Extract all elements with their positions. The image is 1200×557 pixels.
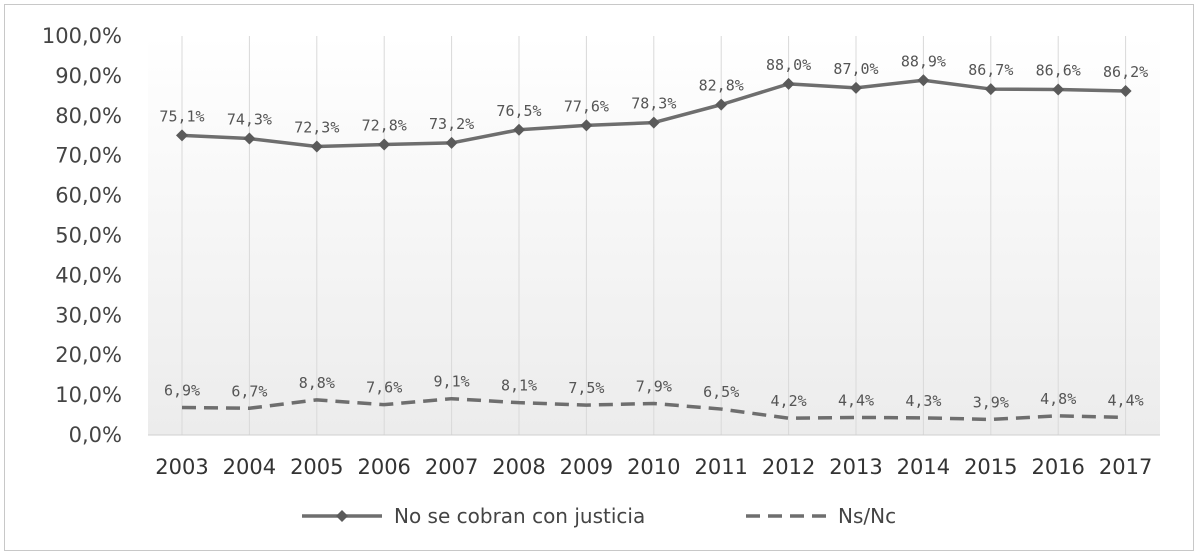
x-tick-label: 2017 (1099, 455, 1152, 479)
data-point-marker (715, 98, 728, 111)
data-label: 73,2% (429, 115, 474, 133)
legend-marker-icon (336, 510, 348, 522)
data-label: 4,4% (838, 391, 874, 409)
data-label: 72,3% (294, 119, 339, 137)
data-point-marker (917, 74, 930, 87)
data-label: 77,6% (564, 97, 609, 115)
x-tick-label: 2015 (964, 455, 1017, 479)
x-tick-label: 2011 (694, 455, 747, 479)
x-tick-label: 2006 (357, 455, 410, 479)
x-tick-label: 2004 (223, 455, 276, 479)
data-label: 7,9% (636, 377, 672, 395)
data-point-marker (1119, 85, 1132, 98)
data-label: 4,4% (1108, 391, 1144, 409)
y-tick-label: 20,0% (55, 343, 122, 367)
data-label: 6,9% (164, 381, 200, 399)
data-label: 74,3% (227, 111, 272, 129)
data-label: 88,0% (766, 56, 811, 74)
y-tick-label: 100,0% (42, 24, 122, 48)
data-point-marker (310, 140, 323, 153)
data-point-marker (176, 129, 188, 142)
data-point-marker (513, 123, 525, 136)
x-tick-label: 2012 (762, 455, 815, 479)
y-tick-label: 60,0% (55, 184, 122, 208)
data-point-marker (378, 138, 391, 151)
data-label: 3,9% (973, 393, 1009, 411)
data-label: 9,1% (434, 373, 470, 391)
legend-label-no-se-cobran: No se cobran con justicia (394, 504, 645, 528)
data-label: 86,7% (968, 61, 1013, 79)
x-tick-label: 2013 (829, 455, 882, 479)
data-label: 82,8% (699, 77, 744, 95)
data-point-marker (850, 81, 862, 94)
data-point-marker (445, 136, 458, 149)
data-label: 4,3% (905, 392, 941, 410)
data-label: 4,2% (771, 392, 807, 410)
data-point-marker (984, 83, 997, 96)
data-label: 8,8% (299, 374, 335, 392)
data-point-marker (647, 116, 660, 129)
data-label: 6,7% (231, 382, 267, 400)
x-tick-label: 2009 (560, 455, 613, 479)
data-point-marker (580, 119, 593, 132)
legend-label-ns-nc: Ns/Nc (838, 504, 896, 528)
data-label: 86,6% (1036, 61, 1081, 79)
x-tick-label: 2003 (155, 455, 208, 479)
data-label: 7,6% (366, 379, 402, 397)
data-point-marker (243, 132, 256, 145)
x-tick-label: 2005 (290, 455, 343, 479)
data-point-marker (1052, 83, 1065, 96)
x-tick-label: 2016 (1031, 455, 1084, 479)
y-tick-label: 90,0% (55, 64, 122, 88)
x-tick-label: 2010 (627, 455, 680, 479)
y-tick-label: 40,0% (55, 263, 122, 287)
data-label: 87,0% (833, 60, 878, 78)
data-point-marker (782, 77, 795, 90)
x-tick-label: 2007 (425, 455, 478, 479)
y-tick-label: 10,0% (55, 383, 122, 407)
series-line-ns-nc (181, 396, 1126, 422)
data-label: 78,3% (631, 95, 676, 113)
data-label: 72,8% (362, 117, 407, 135)
data-label: 88,9% (901, 52, 946, 70)
data-label: 76,5% (496, 102, 541, 120)
data-label: 75,1% (159, 107, 204, 125)
x-tick-label: 2014 (897, 455, 950, 479)
data-label: 6,5% (703, 383, 739, 401)
y-tick-label: 80,0% (55, 104, 122, 128)
y-tick-label: 0,0% (69, 423, 122, 447)
data-label: 4,8% (1040, 390, 1076, 408)
y-tick-label: 70,0% (55, 144, 122, 168)
data-label: 8,1% (501, 377, 537, 395)
x-tick-label: 2008 (492, 455, 545, 479)
y-tick-label: 30,0% (55, 303, 122, 327)
data-label: 86,2% (1103, 63, 1148, 81)
data-label: 7,5% (568, 379, 604, 397)
y-tick-label: 50,0% (55, 224, 122, 248)
